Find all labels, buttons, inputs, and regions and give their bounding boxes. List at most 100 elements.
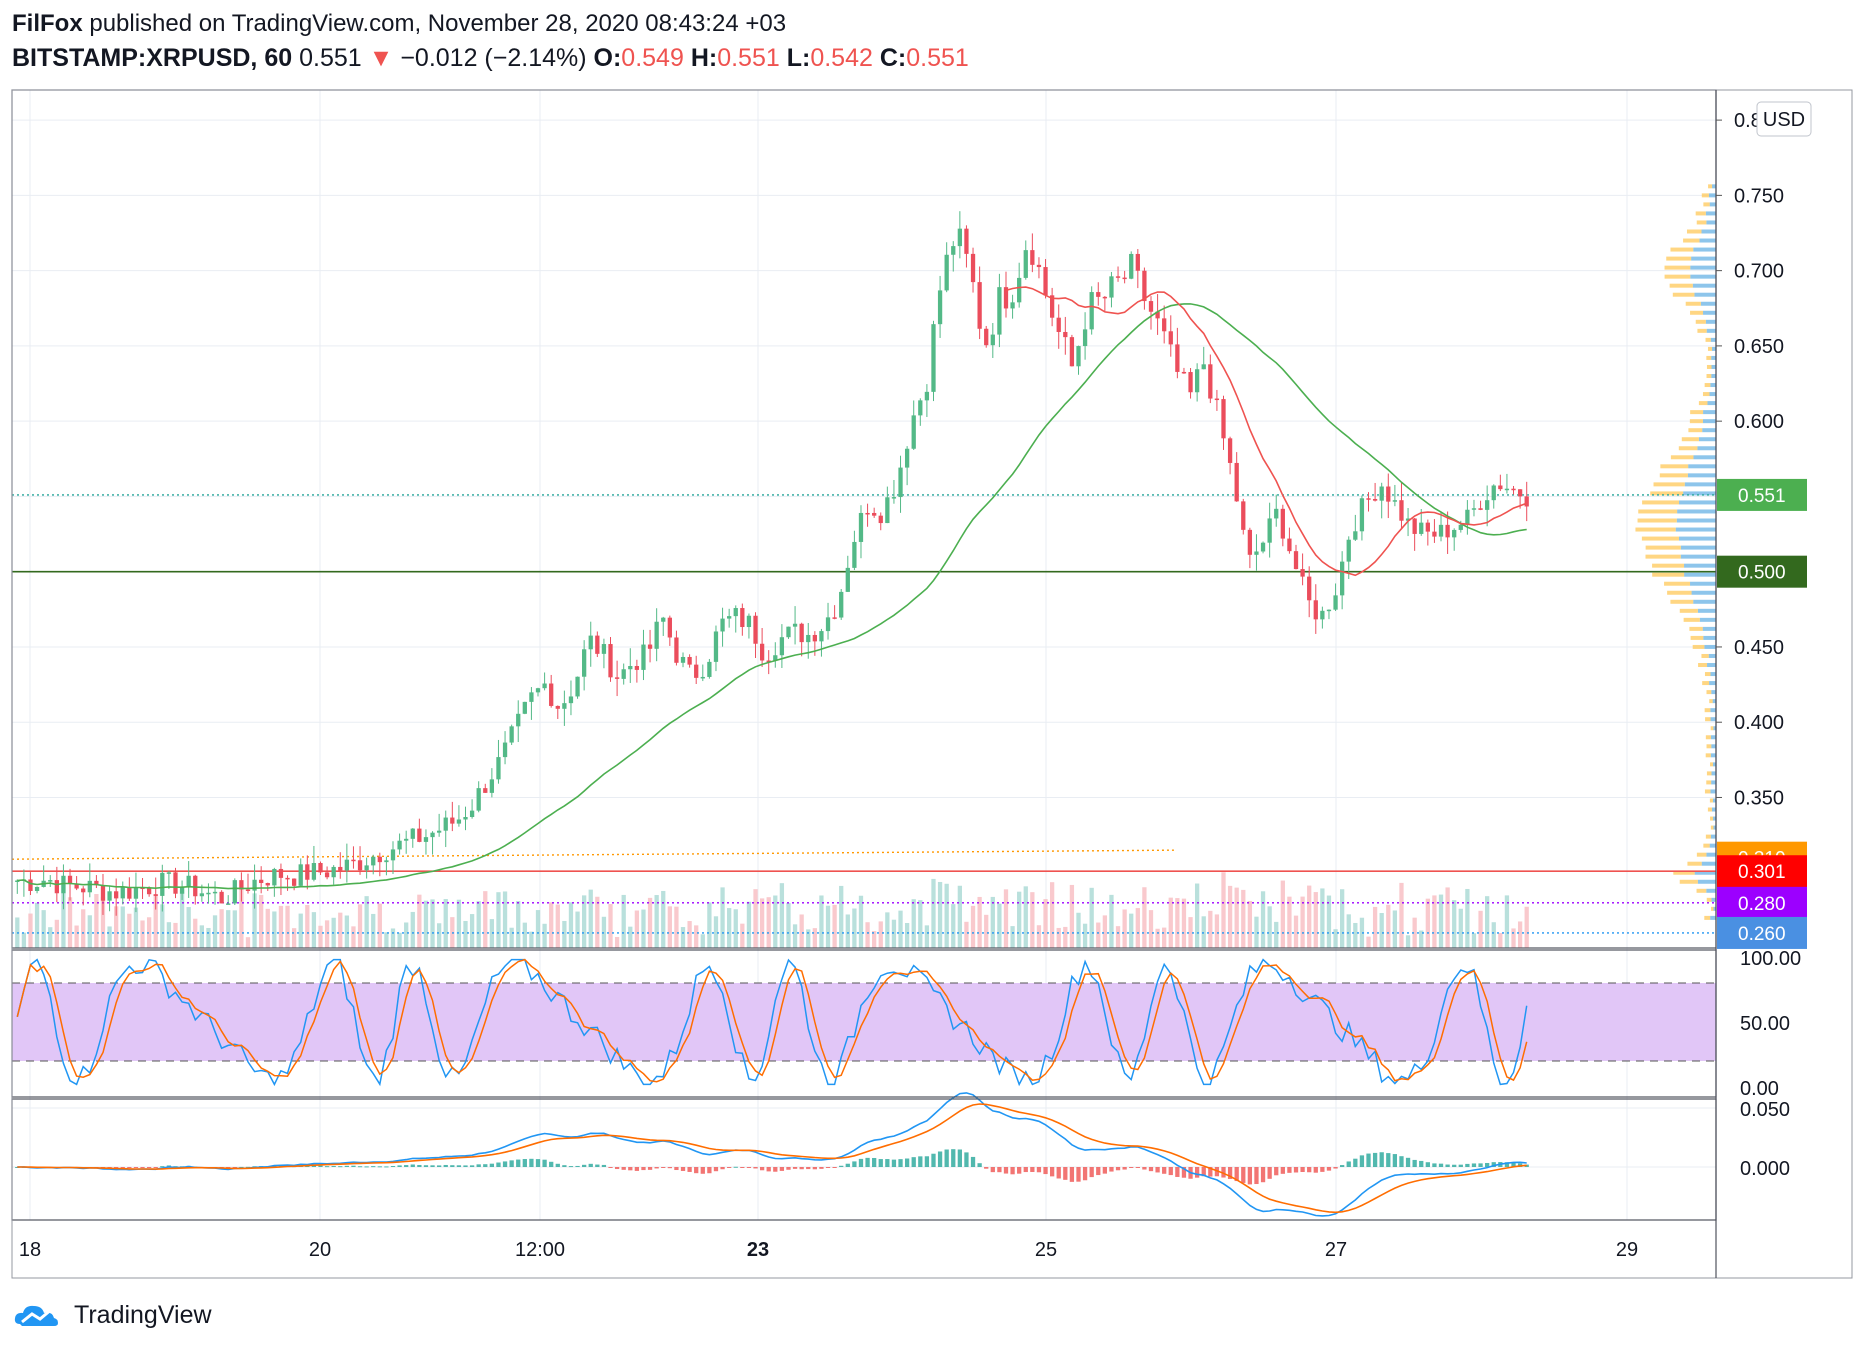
macd-histogram-bar xyxy=(1082,1167,1088,1181)
volume-bar xyxy=(872,931,877,948)
price-tag-label: 0.500 xyxy=(1738,563,1786,584)
macd-histogram-bar xyxy=(1274,1167,1279,1176)
volume-bar xyxy=(773,895,778,948)
macd-histogram-bar xyxy=(1227,1167,1233,1179)
candle-body xyxy=(707,661,712,677)
candle-body xyxy=(1359,498,1365,532)
macd-histogram-bar xyxy=(957,1149,962,1167)
macd-histogram-bar xyxy=(397,1165,402,1167)
macd-histogram-bar xyxy=(160,1166,165,1168)
candle-body xyxy=(1372,498,1378,501)
volume-bar xyxy=(87,915,92,948)
macd-histogram-bar xyxy=(15,1167,20,1168)
macd-histogram-bar xyxy=(436,1165,442,1167)
profile-bar-up xyxy=(1711,364,1716,369)
profile-bar-down xyxy=(1706,364,1712,369)
footer: TradingView xyxy=(12,1300,212,1330)
profile-bar-down xyxy=(1650,491,1684,496)
volume-bar xyxy=(911,899,916,948)
candle-body xyxy=(865,512,870,515)
volume-bar xyxy=(456,899,462,948)
candle-body xyxy=(100,885,106,901)
candle-body xyxy=(397,840,402,850)
candle-body xyxy=(891,497,897,499)
candle-body xyxy=(226,903,231,905)
author-name[interactable]: FilFox xyxy=(12,10,83,37)
candle-body xyxy=(1478,508,1483,510)
profile-bar-up xyxy=(1712,798,1716,803)
volume-bar xyxy=(937,881,943,948)
profile-bar-down xyxy=(1696,888,1707,893)
candle-body xyxy=(667,617,672,638)
candle-body xyxy=(133,887,139,899)
volume-bar xyxy=(318,925,323,948)
profile-bar-down xyxy=(1704,708,1711,713)
macd-histogram-bar xyxy=(1300,1167,1305,1172)
profile-bar-down xyxy=(1664,581,1691,586)
candle-body xyxy=(773,655,778,661)
candle-body xyxy=(806,634,811,643)
candle-body xyxy=(371,856,376,866)
macd-histogram-bar xyxy=(1307,1167,1312,1173)
currency-button[interactable]: USD xyxy=(1756,101,1812,137)
candle-body xyxy=(430,832,435,838)
profile-bar-down xyxy=(1706,355,1712,360)
volume-bar xyxy=(1313,892,1318,948)
profile-bar-down xyxy=(1653,482,1685,487)
y-tick-label: 0.700 xyxy=(1734,261,1784,283)
volume-bar xyxy=(34,902,40,948)
y-tick-label: 0.650 xyxy=(1734,336,1784,358)
volume-bar xyxy=(423,900,429,948)
volume-bar xyxy=(291,928,297,948)
macd-histogram-bar xyxy=(1405,1157,1411,1167)
profile-bar-down xyxy=(1664,274,1691,279)
candle-body xyxy=(1254,551,1259,555)
profile-bar-up xyxy=(1702,626,1716,631)
candle-body xyxy=(87,880,92,893)
x-tick-label: 25 xyxy=(1035,1239,1057,1261)
symbol-name[interactable]: BITSTAMP:XRPUSD, 60 xyxy=(12,44,293,72)
profile-bar-up xyxy=(1705,319,1716,324)
volume-bar xyxy=(1346,914,1351,948)
profile-bar-down xyxy=(1705,753,1711,758)
volume-bar xyxy=(1155,928,1160,948)
volume-bar xyxy=(48,927,53,948)
volume-bar xyxy=(806,929,811,948)
profile-bar-down xyxy=(1659,473,1688,478)
profile-bar-up xyxy=(1701,229,1716,234)
candle-body xyxy=(34,886,40,891)
profile-bar-up xyxy=(1698,437,1716,442)
volume-bar xyxy=(1340,889,1345,948)
candle-body xyxy=(1280,508,1285,539)
volume-bar xyxy=(54,919,59,948)
profile-bar-down xyxy=(1710,816,1714,821)
candle-body xyxy=(489,779,495,793)
profile-bar-down xyxy=(1645,554,1681,559)
candle-body xyxy=(81,888,86,893)
candle-body xyxy=(1524,496,1529,507)
macd-histogram-bar xyxy=(1241,1167,1246,1183)
candle-body xyxy=(1452,529,1457,538)
candle-body xyxy=(291,878,297,886)
macd-histogram-bar xyxy=(1280,1167,1285,1174)
macd-histogram-bar xyxy=(483,1164,488,1167)
price-tag-box xyxy=(1717,886,1807,919)
macd-histogram-bar xyxy=(858,1158,864,1167)
profile-bar-down xyxy=(1687,861,1702,866)
candle-body xyxy=(120,887,125,899)
macd-histogram-bar xyxy=(1452,1164,1457,1167)
candle-body xyxy=(483,788,488,793)
volume-bar xyxy=(727,908,732,948)
volume-bar xyxy=(582,895,587,948)
profile-bar-up xyxy=(1705,211,1716,216)
macd-histogram-bar xyxy=(1458,1164,1463,1167)
candle-body xyxy=(1267,518,1272,543)
candle-body xyxy=(595,635,600,654)
candle-body xyxy=(608,644,613,678)
tradingview-brand[interactable]: TradingView xyxy=(74,1300,212,1329)
volume-bar xyxy=(812,928,817,948)
volume-bar xyxy=(674,906,679,948)
profile-bar-down xyxy=(1642,500,1680,505)
volume-bar xyxy=(1452,900,1457,948)
